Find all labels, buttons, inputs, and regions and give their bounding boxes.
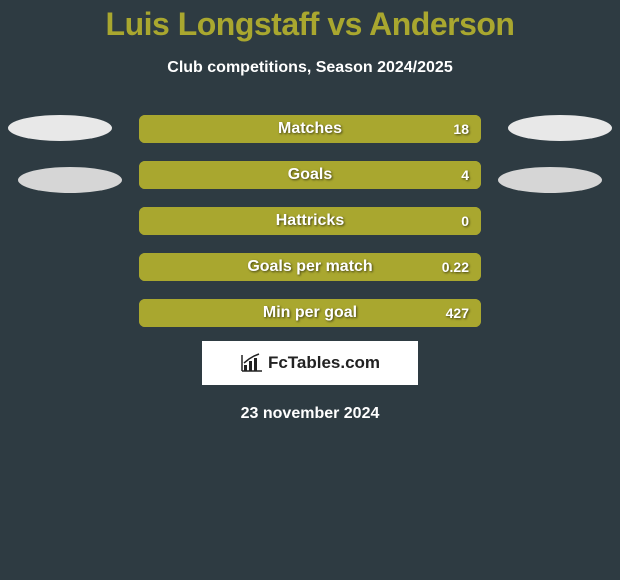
player-left-avatar-top	[8, 115, 112, 141]
bar-fill	[139, 115, 481, 143]
player-right-avatar-top	[508, 115, 612, 141]
subtitle: Club competitions, Season 2024/2025	[167, 59, 452, 77]
logo-text: FcTables.com	[268, 353, 380, 373]
player-left-avatar-bottom	[18, 167, 122, 193]
stats-area: Matches 18 Goals 4 Hattricks 0 Goals per…	[0, 115, 620, 327]
comparison-widget: Luis Longstaff vs Anderson Club competit…	[0, 0, 620, 423]
bar-chart-icon	[240, 353, 264, 373]
page-title: Luis Longstaff vs Anderson	[106, 6, 515, 43]
stat-row-min-per-goal: Min per goal 427	[139, 299, 481, 327]
stat-row-hattricks: Hattricks 0	[139, 207, 481, 235]
bar-fill	[139, 253, 481, 281]
stat-row-goals-per-match: Goals per match 0.22	[139, 253, 481, 281]
bar-fill	[139, 207, 481, 235]
player-right-avatar-bottom	[498, 167, 602, 193]
stat-row-matches: Matches 18	[139, 115, 481, 143]
date-text: 23 november 2024	[241, 405, 380, 423]
bar-fill	[139, 299, 481, 327]
stat-row-goals: Goals 4	[139, 161, 481, 189]
bar-fill	[139, 161, 481, 189]
fctables-logo[interactable]: FcTables.com	[202, 341, 418, 385]
